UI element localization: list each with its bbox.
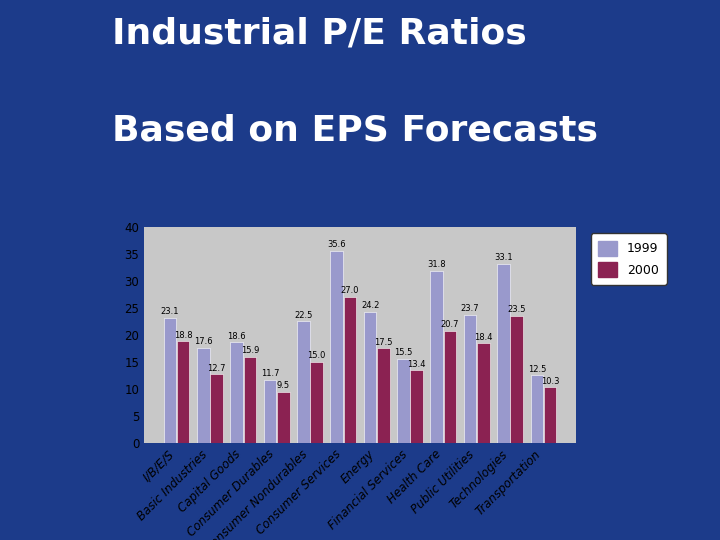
Text: 17.6: 17.6 xyxy=(194,337,212,346)
Text: 15.9: 15.9 xyxy=(240,346,259,355)
Bar xyxy=(464,315,477,443)
Bar xyxy=(243,357,256,443)
Bar xyxy=(230,342,243,443)
Text: 23.1: 23.1 xyxy=(161,307,179,316)
Bar xyxy=(510,316,523,443)
Text: 9.5: 9.5 xyxy=(276,381,289,390)
Bar xyxy=(531,375,543,443)
Text: 24.2: 24.2 xyxy=(361,301,379,310)
Bar xyxy=(544,387,557,443)
Text: 18.4: 18.4 xyxy=(474,333,492,342)
Bar xyxy=(264,380,276,443)
Bar xyxy=(431,271,443,443)
Text: 31.8: 31.8 xyxy=(428,260,446,269)
Text: 35.6: 35.6 xyxy=(328,240,346,249)
Bar xyxy=(330,251,343,443)
Text: Based on EPS Forecasts: Based on EPS Forecasts xyxy=(112,113,598,147)
Bar xyxy=(498,264,510,443)
Bar xyxy=(477,343,490,443)
Bar xyxy=(210,374,222,443)
Bar xyxy=(364,312,377,443)
Bar xyxy=(177,341,189,443)
Bar xyxy=(444,331,456,443)
Text: 27.0: 27.0 xyxy=(341,286,359,295)
Text: 13.4: 13.4 xyxy=(408,360,426,369)
Text: 12.5: 12.5 xyxy=(528,364,546,374)
Text: 33.1: 33.1 xyxy=(494,253,513,262)
Bar xyxy=(297,321,310,443)
Bar xyxy=(410,370,423,443)
Text: 18.8: 18.8 xyxy=(174,330,192,340)
Text: 18.6: 18.6 xyxy=(228,332,246,341)
Text: 12.7: 12.7 xyxy=(207,363,226,373)
Bar xyxy=(197,348,210,443)
Text: Industrial P/E Ratios: Industrial P/E Ratios xyxy=(112,16,526,50)
Text: 23.5: 23.5 xyxy=(508,305,526,314)
Text: 20.7: 20.7 xyxy=(441,320,459,329)
Text: 10.3: 10.3 xyxy=(541,376,559,386)
Text: 22.5: 22.5 xyxy=(294,310,312,320)
Bar xyxy=(163,318,176,443)
Bar xyxy=(310,362,323,443)
Text: 23.7: 23.7 xyxy=(461,304,480,313)
Bar xyxy=(377,348,390,443)
Text: 17.5: 17.5 xyxy=(374,338,392,347)
Bar xyxy=(343,297,356,443)
Bar xyxy=(277,392,289,443)
Text: 15.5: 15.5 xyxy=(395,348,413,357)
Text: 15.0: 15.0 xyxy=(307,351,325,360)
Text: 11.7: 11.7 xyxy=(261,369,279,378)
Legend: 1999, 2000: 1999, 2000 xyxy=(591,233,667,285)
Bar xyxy=(397,359,410,443)
